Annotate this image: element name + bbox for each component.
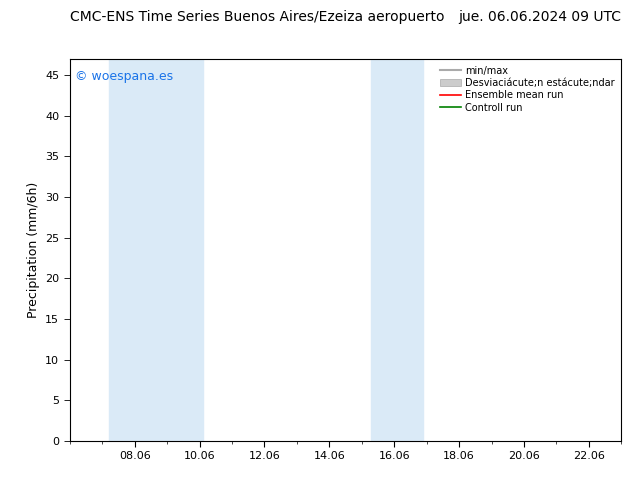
- Bar: [372, 59, 424, 441]
- Text: jue. 06.06.2024 09 UTC: jue. 06.06.2024 09 UTC: [458, 10, 621, 24]
- Text: CMC-ENS Time Series Buenos Aires/Ezeiza aeropuerto: CMC-ENS Time Series Buenos Aires/Ezeiza …: [70, 10, 444, 24]
- Bar: [108, 59, 203, 441]
- Legend: min/max, Desviaciácute;n estácute;ndar, Ensemble mean run, Controll run: min/max, Desviaciácute;n estácute;ndar, …: [437, 64, 616, 115]
- Text: © woespana.es: © woespana.es: [75, 70, 173, 83]
- Y-axis label: Precipitation (mm/6h): Precipitation (mm/6h): [27, 182, 40, 318]
